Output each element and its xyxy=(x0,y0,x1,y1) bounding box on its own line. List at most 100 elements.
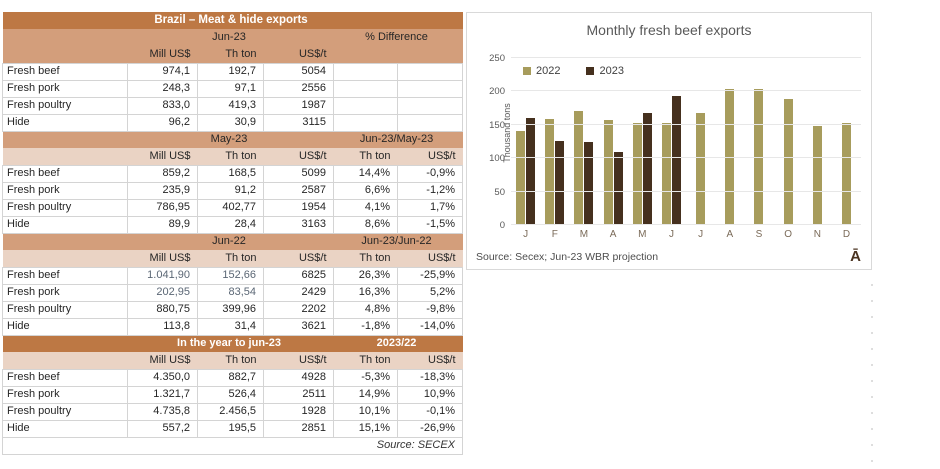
value-cell: 97,1 xyxy=(197,79,264,98)
column-header: Mill US$ xyxy=(127,46,198,63)
value-cell: 3163 xyxy=(263,215,334,234)
value-cell: 16,3% xyxy=(333,283,398,302)
bar-2022 xyxy=(603,120,613,225)
chart-source-note: Source: Secex; Jun-23 WBR projection xyxy=(476,251,659,263)
bar-group xyxy=(569,58,598,225)
legend-label: 2023 xyxy=(599,65,624,77)
value-cell: 1987 xyxy=(263,96,334,115)
chart-title: Monthly fresh beef exports xyxy=(586,22,752,38)
y-tick-label: 0 xyxy=(499,220,505,231)
value-cell: 402,77 xyxy=(197,198,264,217)
x-tick-label: J xyxy=(668,229,674,240)
table-row: Fresh beef 974,1 192,7 5054 xyxy=(2,62,464,81)
value-cell: 880,75 xyxy=(127,300,198,319)
row-label: Fresh poultry xyxy=(2,402,128,421)
value-cell: 31,4 xyxy=(197,317,264,336)
value-cell: 419,3 xyxy=(197,96,264,115)
bar-2022 xyxy=(841,122,851,225)
value-cell: 113,8 xyxy=(127,317,198,336)
table-row: Fresh pork 248,3 97,1 2556 xyxy=(2,79,464,98)
column-header: US$/t xyxy=(397,352,463,369)
y-tick-label: 150 xyxy=(489,119,505,131)
difference-label: 2023/22 xyxy=(333,335,463,352)
value-cell: 96,2 xyxy=(127,113,198,132)
table-title: Brazil – Meat & hide exports xyxy=(2,12,463,29)
value-cell: 1.041,90 xyxy=(127,266,198,285)
value-cell: 8,6% xyxy=(333,215,398,234)
x-tick-label: N xyxy=(813,229,821,240)
section-period-row: Jun-22 Jun-23/Jun-22 xyxy=(2,233,463,250)
column-header: Th ton xyxy=(197,148,264,165)
column-header: US$/t xyxy=(263,352,334,369)
gridline xyxy=(511,57,861,58)
bar-group xyxy=(715,58,744,225)
row-label: Hide xyxy=(2,215,128,234)
legend-swatch-icon xyxy=(523,67,531,75)
value-cell xyxy=(333,62,398,81)
bar-group xyxy=(686,58,715,225)
value-cell xyxy=(333,96,398,115)
value-cell: 28,4 xyxy=(197,215,264,234)
table-row: Fresh beef 1.041,90 152,66 6825 26,3% -25,9% xyxy=(2,266,464,285)
value-cell: 192,7 xyxy=(197,62,264,81)
value-cell xyxy=(396,79,464,98)
difference-label: Jun-23/May-23 xyxy=(333,131,463,148)
value-cell: 91,2 xyxy=(197,181,264,200)
period-row-spacer xyxy=(2,335,128,352)
value-cell: 1,7% xyxy=(396,198,464,217)
bar-2022 xyxy=(516,131,526,225)
value-cell: 14,4% xyxy=(333,164,398,183)
value-cell: 399,96 xyxy=(197,300,264,319)
value-cell: -0,9% xyxy=(396,164,464,183)
x-tick-label: A xyxy=(726,229,734,240)
x-tick-label: J xyxy=(523,229,529,240)
column-header: US$/t xyxy=(263,148,334,165)
table-row: Fresh poultry 880,75 399,96 2202 4,8% -9,8% xyxy=(2,300,464,319)
column-header: US$/t xyxy=(263,250,334,267)
column-header: Th ton xyxy=(197,46,264,63)
x-tick-label: M xyxy=(638,229,647,240)
value-cell: -25,9% xyxy=(396,266,464,285)
chart-legend: 2022 2023 xyxy=(523,65,624,77)
value-cell: 202,95 xyxy=(127,283,198,302)
section-period-row: In the year to jun-23 2023/22 xyxy=(2,335,463,352)
value-cell: 1954 xyxy=(263,198,334,217)
value-cell: -1,2% xyxy=(396,181,464,200)
bar-2022 xyxy=(545,119,555,225)
bar-2023 xyxy=(555,140,565,225)
bar-2023 xyxy=(526,118,536,225)
section-column-header-row: Mill US$ Th ton US$/t xyxy=(2,46,463,63)
bar-group xyxy=(628,58,657,225)
value-cell: 2.456,5 xyxy=(197,402,264,421)
table-source: Source: SECEX xyxy=(1,436,464,455)
table-row: Hide 113,8 31,4 3621 -1,8% -14,0% xyxy=(2,317,464,336)
value-cell: 6825 xyxy=(263,266,334,285)
row-label: Hide xyxy=(2,113,128,132)
value-cell xyxy=(333,113,398,132)
bar-group xyxy=(774,58,803,225)
x-tick-label: J xyxy=(698,229,704,240)
value-cell: 83,54 xyxy=(197,283,264,302)
table-row: Fresh pork 235,9 91,2 2587 6,6% -1,2% xyxy=(2,181,464,200)
column-header: Th ton xyxy=(333,352,398,369)
bar-2022 xyxy=(661,122,671,225)
value-cell: 4.735,8 xyxy=(127,402,198,421)
value-cell: 2556 xyxy=(263,79,334,98)
value-cell xyxy=(396,62,464,81)
value-cell: 3621 xyxy=(263,317,334,336)
row-label: Fresh pork xyxy=(2,79,128,98)
period-label: Jun-22 xyxy=(127,233,334,250)
value-cell: 526,4 xyxy=(197,385,264,404)
bar-group xyxy=(540,58,569,225)
value-cell: 10,9% xyxy=(396,385,464,404)
colhdr-spacer xyxy=(2,250,128,267)
row-label: Fresh beef xyxy=(2,266,128,285)
value-cell: 2429 xyxy=(263,283,334,302)
legend-swatch-icon xyxy=(586,67,595,75)
section-column-header-row: Mill US$ Th ton US$/t Th ton US$/t xyxy=(2,148,463,165)
legend-label: 2022 xyxy=(536,65,561,77)
value-cell: 235,9 xyxy=(127,181,198,200)
row-label: Hide xyxy=(2,317,128,336)
x-tick-label: O xyxy=(784,229,793,240)
